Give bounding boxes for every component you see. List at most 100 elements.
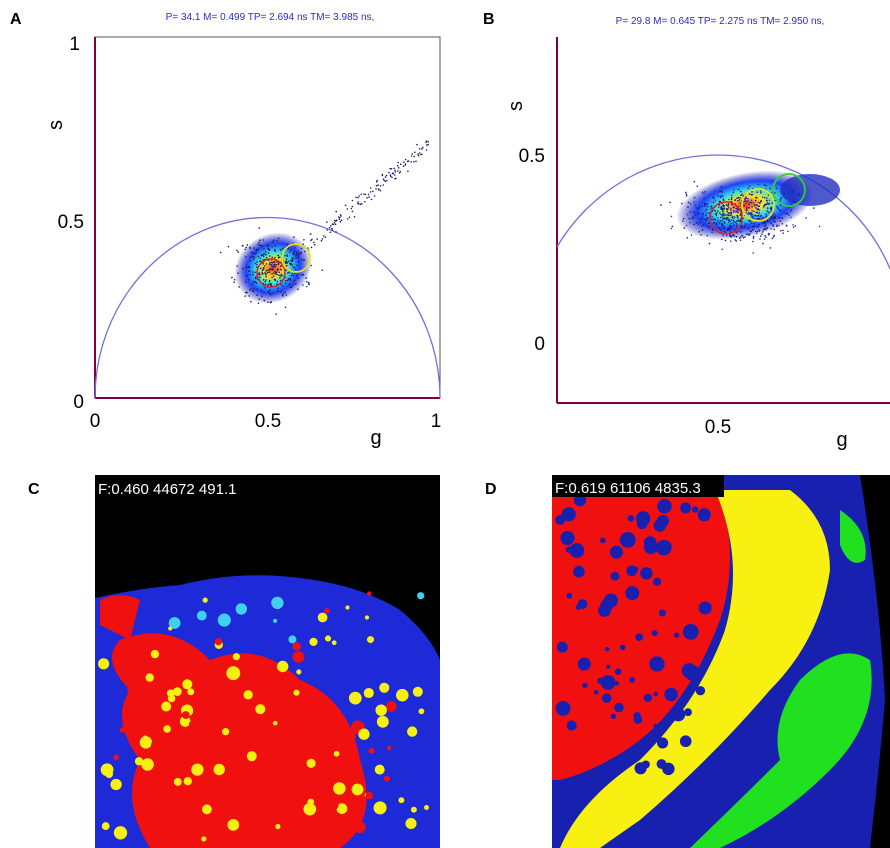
speckle — [306, 758, 316, 768]
scatter-dot — [782, 229, 784, 232]
scatter-dot — [763, 184, 766, 186]
scatter-dot — [269, 268, 271, 271]
scatter-dot — [745, 197, 747, 199]
speckle — [113, 754, 120, 761]
scatter-dot — [745, 202, 747, 204]
speckle — [418, 708, 425, 715]
scatter-dot — [287, 248, 289, 250]
scatter-dot — [751, 201, 753, 204]
scatter-dot — [293, 267, 296, 269]
scatter-dot — [727, 228, 730, 231]
x-axis-label: g — [836, 429, 847, 451]
scatter-dot — [264, 283, 267, 286]
scatter-dot — [737, 209, 739, 212]
scatter-dot — [296, 274, 298, 277]
scatter-dot — [369, 191, 372, 193]
speckle — [351, 783, 364, 796]
scatter-dot — [703, 203, 706, 205]
scatter-dot — [250, 251, 253, 254]
scatter-dot — [770, 207, 773, 209]
scatter-dot — [274, 279, 277, 281]
scatter-dot — [278, 256, 281, 259]
scatter-dot — [747, 211, 750, 214]
speckle — [653, 519, 666, 532]
speckle — [235, 603, 247, 615]
scatter-dot — [779, 220, 782, 222]
scatter-dot — [766, 220, 768, 222]
scatter-dot — [730, 219, 733, 221]
scatter-dot — [249, 260, 252, 262]
scatter-dot — [264, 280, 267, 283]
speckle — [179, 716, 191, 727]
speckle — [201, 804, 212, 815]
scatter-dot — [788, 214, 790, 217]
x-axis-label: g — [370, 427, 381, 449]
scatter-dot — [706, 218, 709, 220]
scatter-dot — [735, 235, 738, 238]
scatter-dot — [415, 160, 417, 163]
scatter-dot — [253, 288, 255, 290]
speckle — [181, 711, 190, 719]
scatter-dot — [727, 227, 730, 229]
scatter-dot — [262, 239, 264, 241]
scatter-dot — [274, 273, 277, 275]
scatter-dot — [346, 218, 349, 220]
scatter-dot — [717, 191, 719, 194]
scatter-dot — [770, 215, 772, 218]
scatter-dot — [720, 216, 722, 219]
scatter-dot — [285, 269, 287, 271]
speckle — [679, 735, 692, 748]
scatter-dot — [794, 225, 796, 227]
scatter-dot — [248, 278, 250, 281]
scatter-dot — [719, 219, 722, 222]
scatter-dot — [338, 218, 341, 220]
scatter-dot — [761, 233, 763, 235]
speckle — [629, 676, 636, 683]
scatter-dot — [280, 291, 282, 293]
speckle — [163, 725, 171, 733]
scatter-dot — [694, 214, 697, 217]
scatter-dot — [265, 279, 267, 281]
scatter-dot — [285, 258, 288, 260]
scatter-dot — [302, 243, 305, 246]
scatter-dot — [713, 190, 716, 192]
scatter-dot — [386, 179, 388, 182]
speckle — [575, 604, 582, 610]
speckle — [345, 605, 350, 610]
scatter-dot — [682, 220, 684, 222]
scatter-dot — [723, 217, 726, 219]
scatter-dot — [748, 185, 751, 188]
scatter-dot — [370, 187, 372, 189]
speckle — [364, 615, 370, 620]
scatter-dot — [311, 238, 313, 241]
phasor-cloud — [219, 140, 430, 316]
speckle — [134, 757, 144, 766]
speckle — [604, 646, 610, 652]
scatter-dot — [260, 267, 262, 270]
scatter-dot — [270, 264, 273, 266]
scatter-dot — [426, 144, 428, 146]
scatter-dot — [272, 292, 275, 295]
speckle — [383, 775, 390, 782]
scatter-dot — [729, 231, 731, 233]
scatter-dot — [768, 202, 771, 205]
scatter-dot — [261, 271, 263, 274]
scatter-dot — [262, 255, 265, 258]
scatter-dot — [289, 263, 292, 266]
scatter-dot — [284, 261, 287, 264]
speckle — [303, 802, 317, 816]
scatter-dot — [760, 192, 762, 194]
speckle — [226, 666, 241, 681]
speckle — [343, 730, 356, 743]
scatter-dot — [698, 231, 701, 233]
scatter-dot — [357, 196, 359, 199]
scatter-dot — [737, 230, 740, 233]
speckle — [324, 608, 330, 614]
scatter-dot — [717, 225, 719, 228]
speckle — [680, 502, 692, 514]
scatter-dot — [706, 216, 708, 219]
scatter-dot — [758, 209, 761, 211]
scatter-dot — [395, 177, 397, 180]
scatter-dot — [747, 227, 750, 230]
scatter-dot — [794, 201, 796, 204]
